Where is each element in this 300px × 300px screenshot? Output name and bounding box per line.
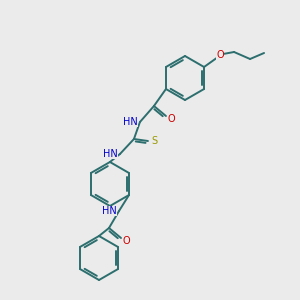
Text: O: O bbox=[216, 50, 224, 60]
Text: HN: HN bbox=[102, 206, 117, 216]
Text: O: O bbox=[167, 114, 175, 124]
Text: O: O bbox=[122, 236, 130, 246]
Text: S: S bbox=[151, 136, 157, 146]
Text: HN: HN bbox=[103, 149, 118, 159]
Text: HN: HN bbox=[123, 117, 138, 127]
